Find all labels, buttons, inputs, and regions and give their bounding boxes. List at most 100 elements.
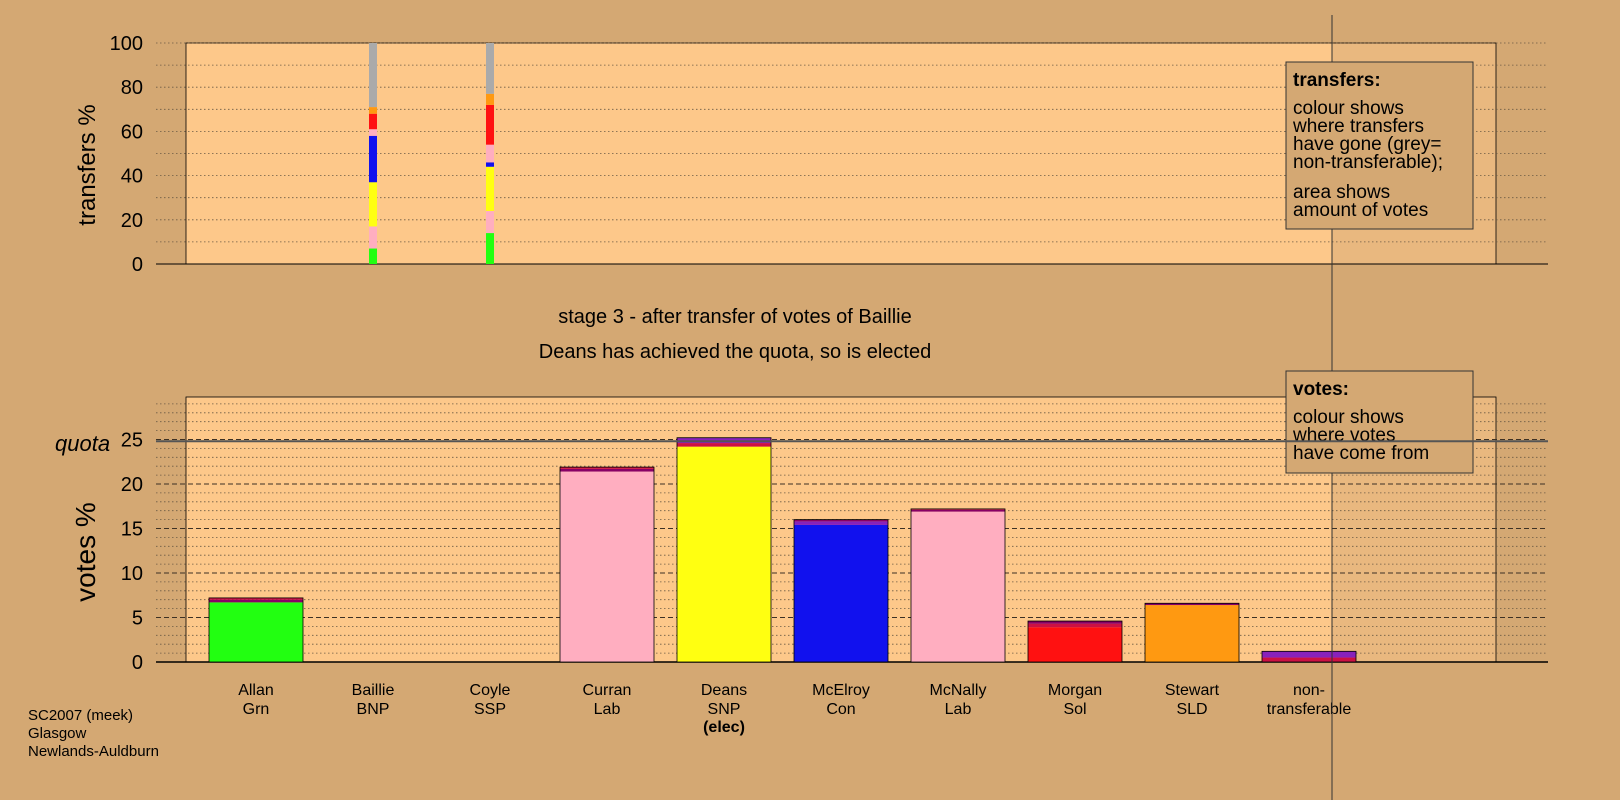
candidate-name-label: non- [1293,682,1325,699]
footer-ward: Newlands-Auldburn [28,743,159,760]
votes-note-line: have come from [1293,443,1429,464]
transfers-y-tick-label: 40 [121,166,143,188]
transfers-note-title: transfers: [1293,70,1381,91]
transfer-segment [369,107,377,114]
transfers-note-line: area shows [1293,182,1390,203]
transfer-segment [486,104,494,145]
vote-segment [209,597,303,600]
candidate-name-label: Morgan [1048,682,1102,699]
candidate-name-label: Coyle [470,682,511,699]
footer-election: SC2007 (meek) [28,707,134,724]
stage-title: stage 3 - after transfer of votes of Bai… [558,306,912,328]
transfers-note-line: amount of votes [1293,200,1428,221]
transfer-bars [369,43,494,264]
vote-bar-outline [1261,650,1357,663]
candidate-party-label: Grn [243,701,270,718]
transfers-y-axis-label: transfers % [74,104,101,225]
transfers-y-tick-label: 0 [132,254,143,276]
candidate-party-label: Sol [1063,701,1086,718]
transfers-note-line: colour shows [1293,98,1404,119]
vote-segment [911,509,1005,512]
transfer-segment [486,233,494,264]
vote-segment [209,602,303,662]
vote-segment [911,508,1005,510]
quota-label: quota [55,431,110,456]
votes-y-axis-label: votes % [70,502,101,602]
vote-bar-outline [793,519,889,663]
vote-segment [1262,651,1356,658]
candidate-name-label: Curran [583,682,632,699]
transfers-note: transfers: colour shows where transfers … [1285,61,1474,230]
vote-segment [794,521,888,525]
vote-bar-outline [208,597,304,663]
vote-segment [677,443,771,447]
candidate-party-label: Con [826,701,855,718]
transfer-segment [369,182,377,227]
votes-y-tick-label: 20 [121,474,143,496]
vote-segment [560,467,654,469]
transfer-segment [369,226,377,249]
vote-segment [794,524,888,662]
votes-note-title: votes: [1293,379,1349,400]
vote-bar-outline [910,508,1006,663]
candidate-name-label: Baillie [352,682,395,699]
transfer-segment [486,210,494,234]
transfers-y-tick-label: 80 [121,77,143,99]
candidate-party-label: BNP [357,701,390,718]
votes-note-line: colour shows [1293,407,1404,428]
votes-note: votes: colour shows where votes have com… [1285,370,1474,474]
candidate-party-label: Lab [594,701,621,718]
transfer-segment [486,144,494,163]
transfer-segment [369,129,377,136]
vote-segment [911,511,1005,662]
transfer-segment [486,166,494,211]
vote-segment [560,471,654,662]
candidate-name-label: Stewart [1165,682,1220,699]
transfers-y-tick-label: 100 [110,33,143,55]
vote-segment [1262,657,1356,662]
transfers-y-tick-label: 60 [121,121,143,143]
votes-y-tick-label: 5 [132,608,143,630]
candidate-name-label: McNally [930,682,987,699]
votes-y-tick-label: 0 [132,652,143,674]
candidate-name-label: McElroy [812,682,870,699]
vote-segment [1028,621,1122,624]
vote-bar-outline [559,466,655,663]
elected-status-label: (elec) [703,719,745,736]
candidate-party-label: SSP [474,701,506,718]
vote-segment [677,446,771,662]
transfer-segment [486,93,494,105]
footer-council: Glasgow [28,725,87,742]
vote-bar-outline [1027,620,1123,663]
votes-y-tick-label: 10 [121,563,143,585]
transfer-segment [369,43,377,108]
vote-segment [1028,623,1122,628]
transfer-segment [369,135,377,183]
vote-bar-outline [676,437,772,663]
stage-subtitle: Deans has achieved the quota, so is elec… [539,341,931,363]
candidate-name-label: Deans [701,682,747,699]
candidate-party-label: transferable [1267,701,1352,718]
votes-y-tick-label: 15 [121,519,143,541]
candidate-labels: Allan Grn Baillie BNP Coyle SSP Curran Lab Deans… [238,682,1351,736]
vote-bar-outline [1144,602,1240,663]
candidate-name-label: Allan [238,682,274,699]
transfers-note-line: where transfers [1292,116,1424,137]
votes-y-ticks: 0 5 10 15 20 25 [121,430,143,675]
candidate-party-label: SLD [1176,701,1207,718]
vote-segment [209,599,303,603]
vote-segment [1145,605,1239,662]
transfer-segment [369,248,377,264]
candidate-party-label: Lab [945,701,972,718]
transfers-y-tick-label: 20 [121,210,143,232]
candidate-party-label: SNP [708,701,741,718]
transfers-note-line: non-transferable); [1293,152,1443,173]
vote-segment [560,468,654,472]
election-footer: SC2007 (meek) Glasgow Newlands-Auldburn [28,707,159,761]
transfers-note-line: have gone (grey= [1293,134,1441,155]
transfer-segment [486,43,494,94]
vote-segment [794,519,888,522]
transfer-segment [486,162,494,167]
